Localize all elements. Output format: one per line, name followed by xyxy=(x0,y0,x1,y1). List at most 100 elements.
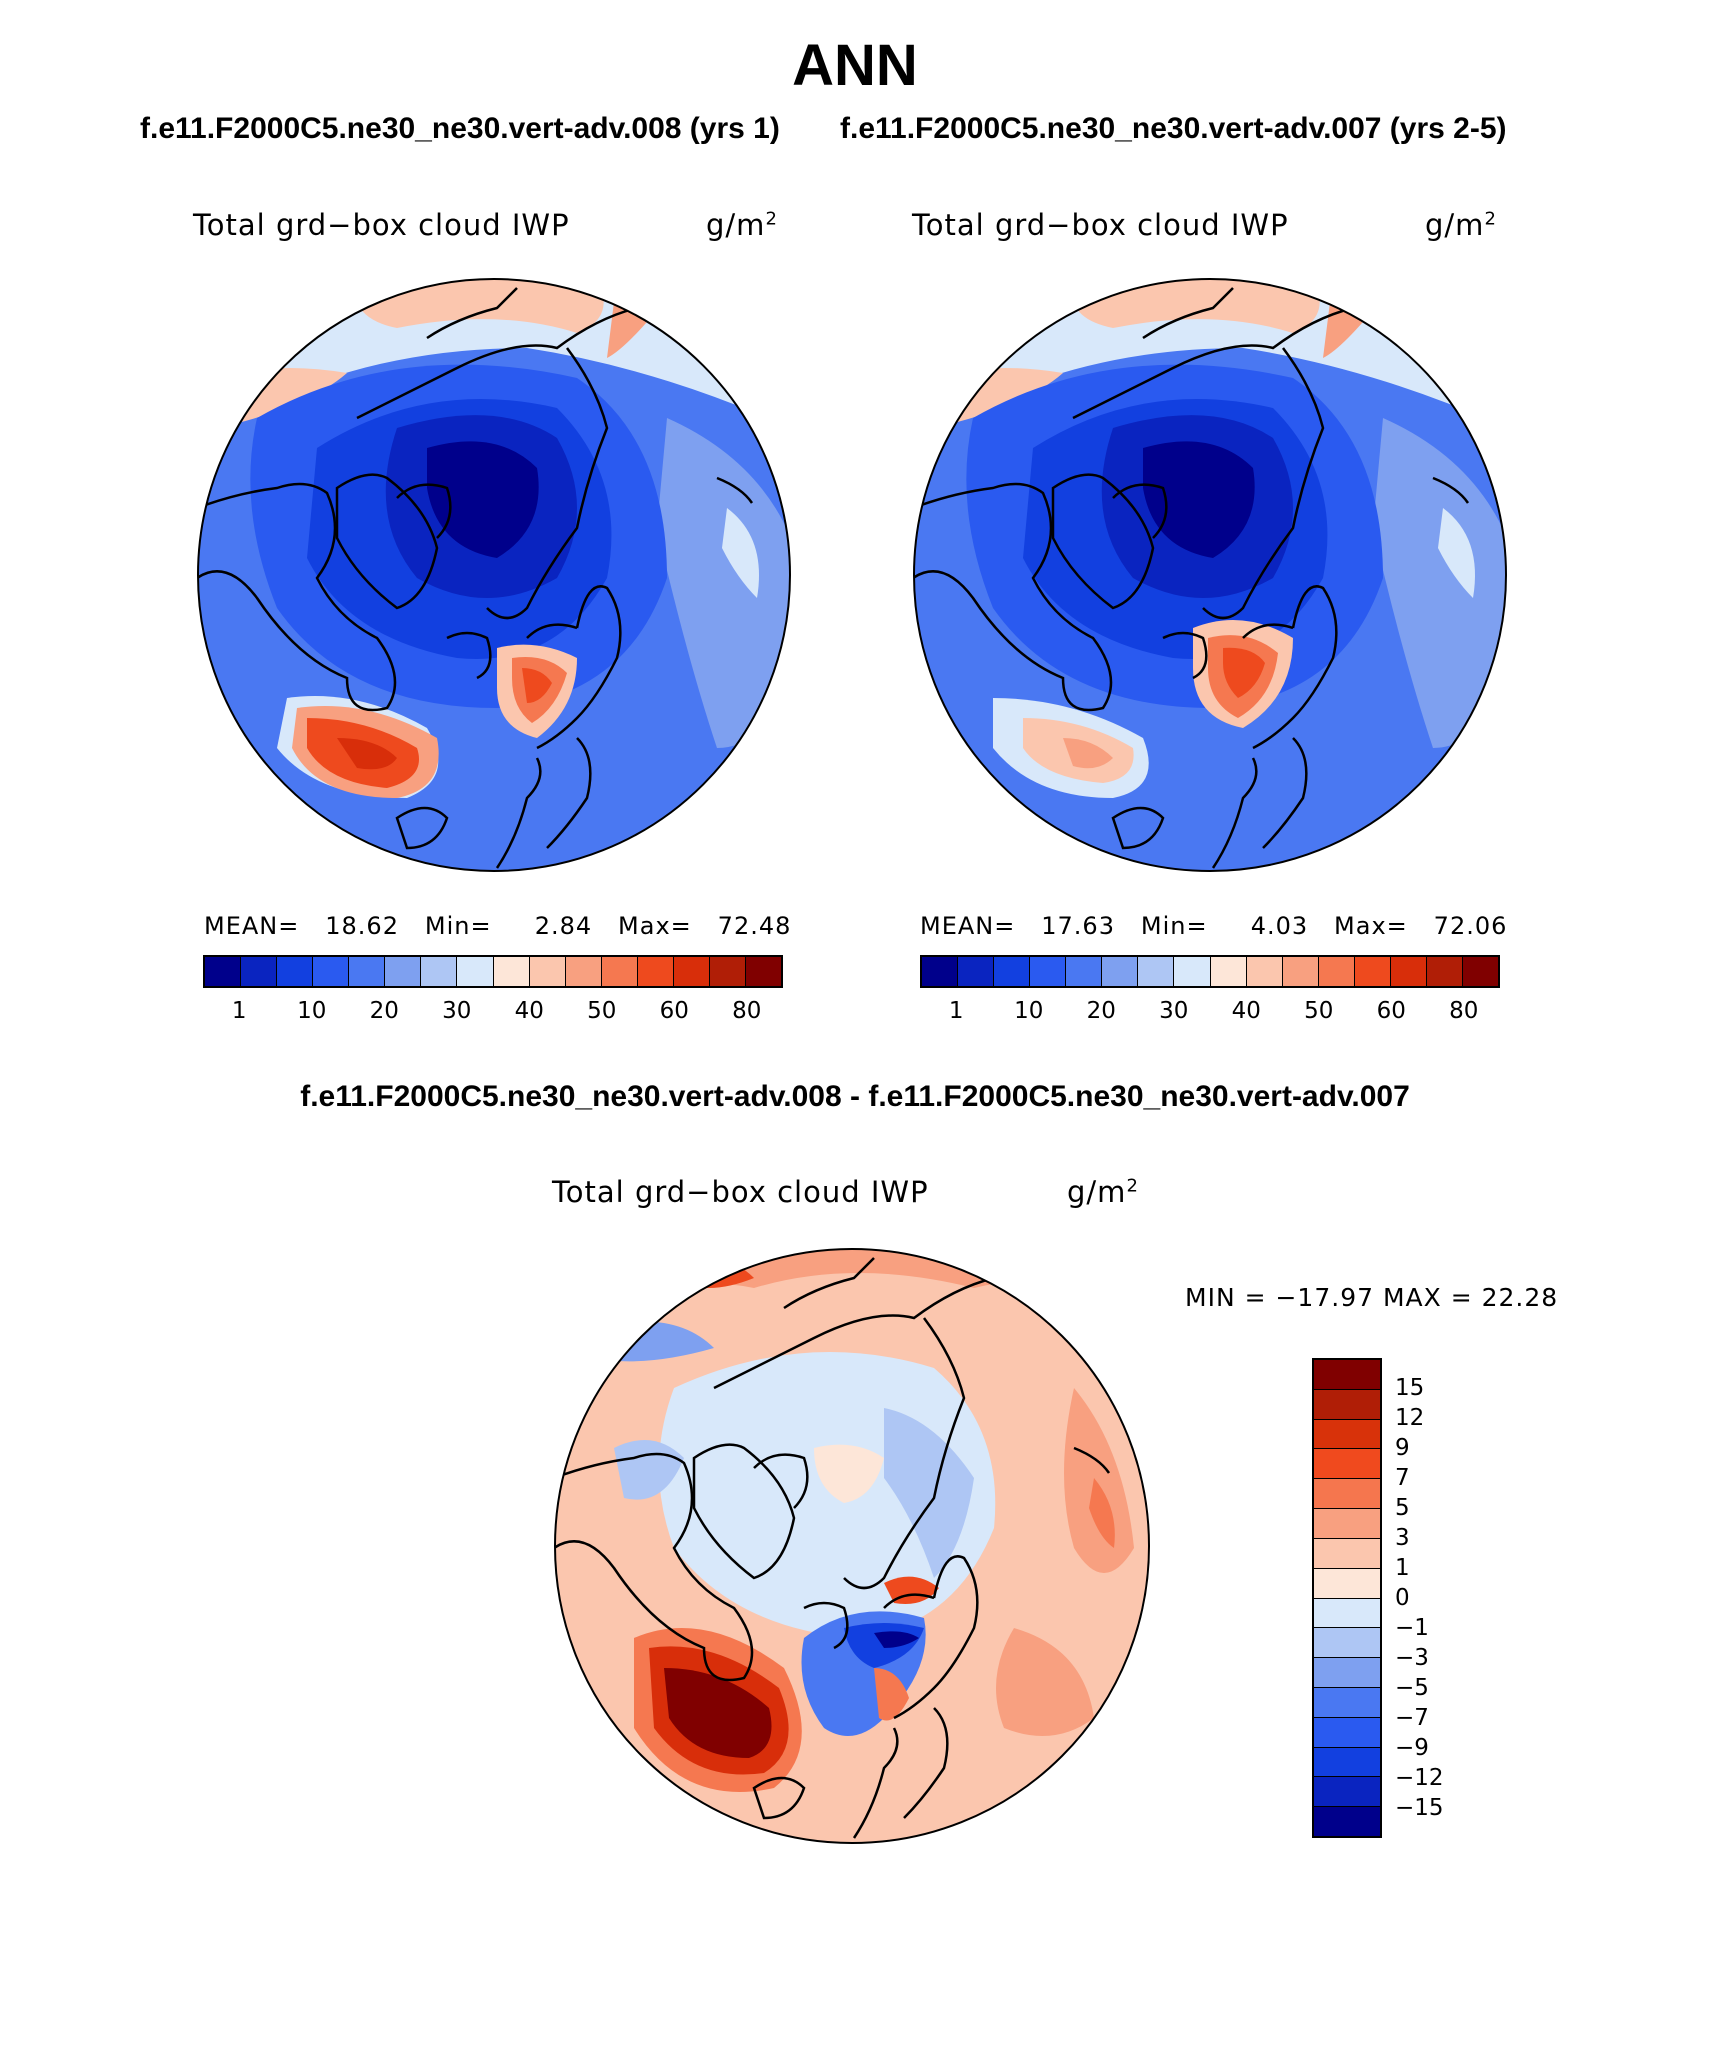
colorbar-segment xyxy=(1318,957,1355,986)
colorbar-tick-label: 5 xyxy=(1395,1495,1410,1521)
coastlines xyxy=(198,287,754,869)
colorbar-tick-label: 1 xyxy=(1395,1555,1410,1581)
shade-core xyxy=(1143,441,1255,558)
colorbar-segment xyxy=(1314,1479,1380,1510)
anomaly-mid xyxy=(874,1668,909,1721)
colorbar-tick-label: 60 xyxy=(1376,998,1406,1024)
colorbar-segment xyxy=(205,957,242,986)
colorbar-tick-label: −5 xyxy=(1395,1675,1429,1701)
colorbar-tick-label: −1 xyxy=(1395,1615,1429,1641)
page-title: ANN xyxy=(792,33,918,98)
map-border xyxy=(554,1248,1150,1844)
map-border xyxy=(197,278,791,872)
colorbar-segment xyxy=(1354,957,1391,986)
colorbar-tick-label: 50 xyxy=(1304,998,1334,1024)
max-value: 72.48 xyxy=(717,912,792,940)
anomaly-core xyxy=(1063,738,1113,769)
diff-panel-units: g/m2 xyxy=(1067,1175,1139,1209)
colorbar-tick-label: 1 xyxy=(231,998,247,1024)
colorbar-segment xyxy=(709,957,746,986)
max-label: Max= xyxy=(618,912,692,940)
colorbar-segment xyxy=(1314,1389,1380,1420)
left-colorbar-ticks: 1 10 20 30 40 50 60 80 xyxy=(203,998,783,1028)
diff-panel-variable: Total grd−box cloud IWP xyxy=(552,1175,929,1209)
colorbar-tick-label: 7 xyxy=(1395,1465,1410,1491)
colorbar-segment xyxy=(1314,1449,1380,1480)
colorbar-segment xyxy=(1314,1777,1380,1808)
colorbar-segment xyxy=(1314,1628,1380,1659)
map-border xyxy=(913,278,1507,872)
left-polar-map xyxy=(197,278,791,872)
colorbar-tick-label: 20 xyxy=(369,998,399,1024)
diff-polar-map xyxy=(554,1248,1150,1844)
colorbar-segment xyxy=(421,957,458,986)
min-value: 2.84 xyxy=(534,912,593,940)
mean-label: MEAN= xyxy=(204,912,300,940)
case-title-left: f.e11.F2000C5.ne30_ne30.vert-adv.008 (yr… xyxy=(140,112,780,145)
right-colorbar-ticks: 1 10 20 30 40 50 60 80 xyxy=(920,998,1500,1028)
colorbar-segment xyxy=(457,957,494,986)
colorbar-segment xyxy=(1066,957,1103,986)
colorbar-tick-label: −15 xyxy=(1395,1795,1444,1821)
colorbar-tick-label: 3 xyxy=(1395,1525,1410,1551)
shade-hot xyxy=(1089,1478,1115,1548)
shade-warm xyxy=(355,279,604,333)
colorbar-segment xyxy=(349,957,386,986)
coastlines xyxy=(914,287,1470,869)
shade-warm xyxy=(1064,1388,1134,1573)
shade-warm xyxy=(996,1628,1094,1736)
units-exponent: 2 xyxy=(765,208,778,230)
mean-label: MEAN= xyxy=(920,912,1016,940)
units-exponent: 2 xyxy=(1126,1175,1139,1197)
colorbar-segment xyxy=(1314,1538,1380,1569)
colorbar-segment xyxy=(1314,1747,1380,1778)
shade-slight xyxy=(814,1444,884,1503)
colorbar-tick-label: 0 xyxy=(1395,1585,1410,1611)
colorbar-tick-label: 30 xyxy=(1159,998,1189,1024)
units-text: g/m xyxy=(1425,208,1485,242)
colorbar-tick-label: 20 xyxy=(1086,998,1116,1024)
colorbar-segment xyxy=(1246,957,1283,986)
anomaly-core xyxy=(664,1668,772,1758)
colorbar-segment xyxy=(1314,1687,1380,1718)
colorbar-segment xyxy=(994,957,1031,986)
left-panel-units: g/m2 xyxy=(706,208,778,242)
colorbar-segment xyxy=(529,957,566,986)
shade-mid xyxy=(1373,418,1506,748)
shade-light xyxy=(722,508,759,598)
mean-value: 17.63 xyxy=(1041,912,1115,940)
left-stats: MEAN= 18.62 Min= 2.84 Max= 72.48 xyxy=(204,912,791,940)
colorbar-segment xyxy=(1426,957,1463,986)
diff-case-title: f.e11.F2000C5.ne30_ne30.vert-adv.008 - f… xyxy=(300,1080,1410,1113)
shade-cool xyxy=(884,1408,974,1578)
colorbar-segment xyxy=(1314,1717,1380,1748)
colorbar-segment xyxy=(1210,957,1247,986)
left-panel-variable: Total grd−box cloud IWP xyxy=(193,208,570,242)
colorbar-segment xyxy=(493,957,530,986)
colorbar-tick-label: −12 xyxy=(1395,1765,1444,1791)
colorbar-segment xyxy=(1030,957,1067,986)
shade-core xyxy=(427,441,539,558)
units-exponent: 2 xyxy=(1484,208,1497,230)
units-text: g/m xyxy=(706,208,766,242)
colorbar-segment xyxy=(1390,957,1427,986)
colorbar-segment xyxy=(958,957,995,986)
colorbar-segment xyxy=(673,957,710,986)
right-polar-map xyxy=(913,278,1507,872)
max-value: 72.06 xyxy=(1433,912,1508,940)
right-colorbar xyxy=(920,955,1500,988)
colorbar-tick-label: 50 xyxy=(587,998,617,1024)
colorbar-segment xyxy=(1102,957,1139,986)
colorbar-tick-label: −3 xyxy=(1395,1645,1429,1671)
colorbar-tick-label: 15 xyxy=(1395,1375,1425,1401)
diff-minmax: MIN = −17.97 MAX = 22.28 xyxy=(1185,1283,1559,1312)
anomaly-core xyxy=(337,738,397,770)
colorbar-tick-label: 10 xyxy=(1014,998,1044,1024)
colorbar-segment xyxy=(313,957,350,986)
colorbar-tick-label: −9 xyxy=(1395,1735,1429,1761)
right-panel-units: g/m2 xyxy=(1425,208,1497,242)
colorbar-tick-label: 30 xyxy=(442,998,472,1024)
max-label: Max= xyxy=(1334,912,1408,940)
colorbar-tick-label: 60 xyxy=(659,998,689,1024)
colorbar-tick-label: 10 xyxy=(297,998,327,1024)
